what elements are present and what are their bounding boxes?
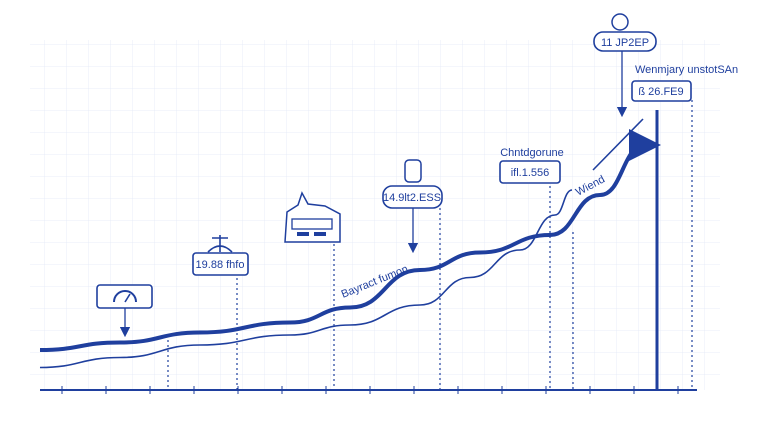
map-document-icon [284,191,341,243]
annotation-top: 11 JP2EP [593,13,657,118]
plant-icon [207,235,233,253]
series-main-line [39,129,661,352]
annotation-label: 11 JP2EP [601,37,649,49]
annotation-map [284,191,341,243]
annotation-value: 19.88 fhfo [196,259,245,271]
plot-background [30,40,720,390]
trend-arrow [592,118,644,171]
money-hand-icon [404,159,422,183]
annotation-gauge [96,284,153,338]
annotation-right: Wenmjary unstotSAn ß 26.FE9 [631,64,738,102]
guide-lines [167,100,693,390]
annotation-value: ß 26.FE9 [638,86,683,98]
x-axis-ticks [61,386,679,394]
annotation-value: 14.9lt2.ESS [383,192,441,204]
annotation-chntdgorune: Chntdgorune ifl.1.556 [499,147,564,184]
emoji-face-icon [611,13,629,31]
annotation-value: ifl.1.556 [511,167,550,179]
annotation-title: Chntdgorune [500,147,564,159]
series-secondary-line [39,189,573,369]
annotation-title: Wenmjary unstotSAn [635,64,738,76]
annotation-money: 14.9lt2.ESS [382,159,443,254]
gauge-icon [113,290,137,303]
annotation-plant: 19.88 fhfo [192,235,249,276]
